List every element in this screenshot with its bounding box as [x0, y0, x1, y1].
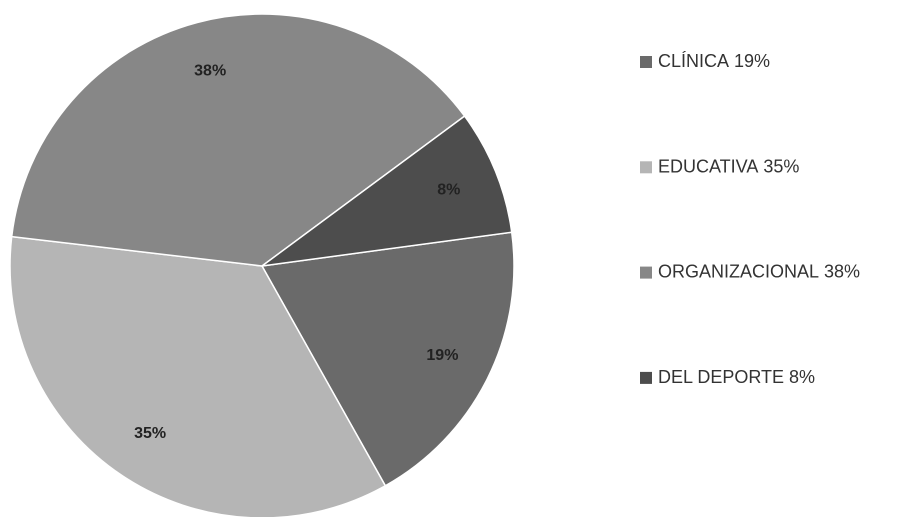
pie-slice [260, 231, 515, 487]
pie-slice [261, 115, 513, 267]
legend-label: DEL DEPORTE [658, 367, 784, 387]
legend-value: 35% [763, 156, 799, 176]
legend-swatch [640, 371, 652, 384]
legend-value: 8% [789, 367, 815, 387]
legend-value: 19% [734, 51, 770, 71]
legend-label: ORGANIZACIONAL [658, 261, 819, 281]
pie-slice [9, 235, 387, 517]
legend-entry: DEL DEPORTE 8% [658, 367, 815, 387]
data-label: 35% [134, 425, 166, 442]
legend-swatch [640, 266, 652, 279]
legend-value: 38% [824, 261, 860, 281]
data-label: 38% [194, 62, 226, 79]
legend-entry: ORGANIZACIONAL 38% [658, 261, 860, 281]
data-label: 19% [426, 347, 458, 364]
legend-label: EDUCATIVA [658, 156, 758, 176]
data-label: 8% [437, 181, 460, 198]
pie-slice [10, 13, 466, 267]
legend-entry: CLÍNICA 19% [658, 51, 770, 71]
legend-label: CLÍNICA [658, 51, 729, 71]
legend-swatch [640, 56, 652, 68]
legend-swatch [640, 161, 652, 174]
legend-entry: EDUCATIVA 35% [658, 156, 799, 176]
